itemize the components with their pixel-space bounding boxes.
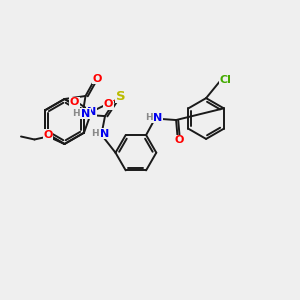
Text: H: H bbox=[145, 113, 152, 122]
Text: O: O bbox=[104, 99, 113, 109]
Text: N: N bbox=[154, 113, 163, 123]
Text: H: H bbox=[91, 129, 99, 138]
Text: N: N bbox=[100, 129, 109, 139]
Text: N: N bbox=[81, 109, 90, 119]
Text: Cl: Cl bbox=[219, 75, 231, 85]
Text: H: H bbox=[72, 109, 80, 118]
Text: S: S bbox=[116, 90, 125, 103]
Text: O: O bbox=[43, 130, 53, 140]
Text: O: O bbox=[174, 135, 184, 146]
Text: N: N bbox=[87, 107, 96, 117]
Text: O: O bbox=[92, 74, 102, 84]
Text: O: O bbox=[70, 97, 80, 107]
Text: −: − bbox=[112, 96, 121, 106]
